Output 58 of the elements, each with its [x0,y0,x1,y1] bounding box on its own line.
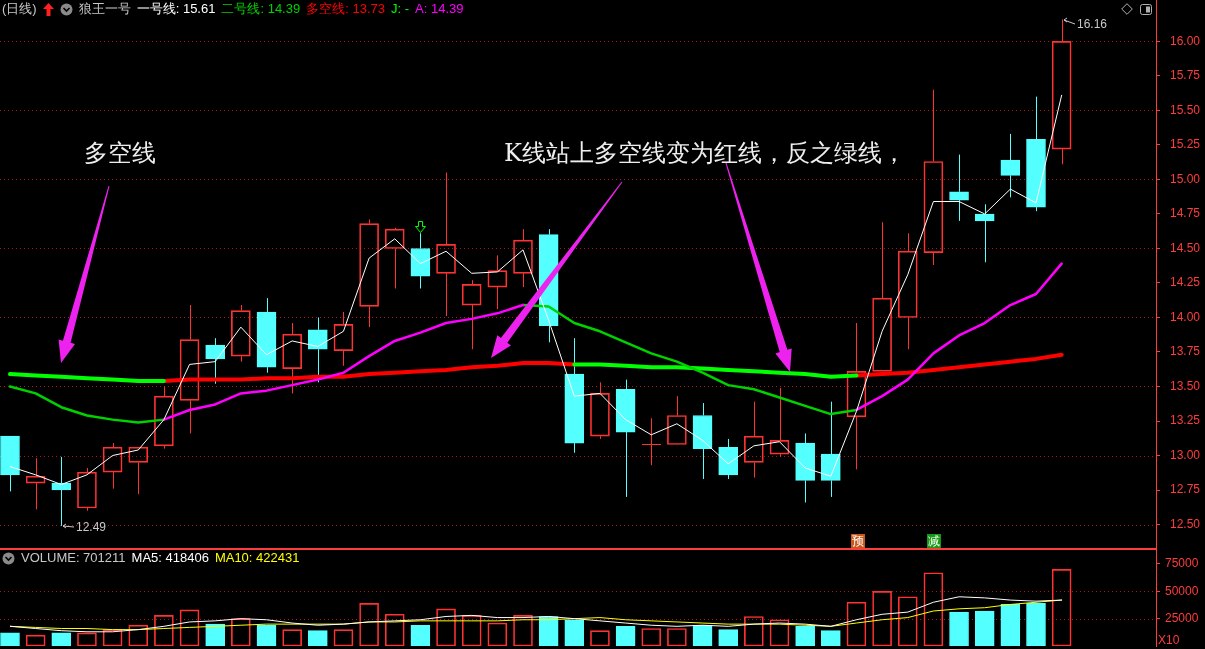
chart-title: VOLUME: 701211 [21,550,126,566]
y-tick-label: 13.00 [1170,447,1201,462]
y-tick-label: 14.25 [1170,275,1201,290]
text: 多空线: 13.73 [306,1,385,17]
annotation: 预 [851,534,865,548]
candlestick [1026,96,1046,212]
y-tick-label: 12.50 [1170,516,1201,531]
text: MA5: 418406 [131,550,209,566]
y-tick-label: 25000 [1165,610,1199,625]
bar [1000,604,1021,646]
bar [564,619,585,646]
annotation: 减 [927,534,941,548]
text: J: - [390,1,410,17]
y-tick-label: 15.00 [1170,171,1201,186]
bar [692,624,713,646]
y-tick-label: 13.50 [1170,378,1201,393]
text: A: 14.39 [415,1,464,17]
text: 一号线: 15.61 [136,1,216,17]
y-tick-label: 15.50 [1170,102,1201,117]
y-tick-label: 14.00 [1170,309,1201,324]
y-tick-label: 14.75 [1170,206,1201,221]
y-tick-label: 15.25 [1170,137,1201,152]
y-tick-label: 13.25 [1170,413,1201,428]
candlestick [974,203,995,263]
chart-title: (日线) [2,1,37,17]
candlestick [692,402,713,480]
text: 二号线: 14.39 [221,1,301,17]
candlestick [564,337,585,454]
y-tick-label: 12.75 [1170,482,1201,497]
candlestick [718,438,739,480]
y-tick-label: 13.75 [1170,344,1201,359]
bar [410,624,431,646]
bar [538,616,559,646]
annotation: 多空线 [84,139,156,167]
bar [795,625,815,646]
annotation: 12.49 [76,520,107,534]
y-tick-label: 14.50 [1170,240,1201,255]
y-tick-label: 50000 [1165,583,1199,598]
bar [615,625,636,646]
text: MA10: 422431 [214,550,300,566]
y-tick-label: 75000 [1165,556,1199,571]
bar [256,624,277,646]
candlestick [256,297,277,374]
bar [974,610,995,646]
bar [1026,603,1046,646]
bar [949,611,969,646]
annotation: K线站上多空线变为红线，反之绿线， [504,139,906,167]
text: 16.16 [1077,17,1108,31]
candlestick [820,401,841,498]
bar [205,623,226,646]
y-tick-label: 16.00 [1170,33,1201,48]
candlestick [615,379,636,498]
y-tick-label: 15.75 [1170,68,1201,83]
candlestick [795,432,815,503]
y-axis-title: X10 [1158,633,1180,647]
chart-subtitle: 狼王一号 [78,1,131,17]
candlestick [641,417,662,466]
candlestick [0,435,20,492]
